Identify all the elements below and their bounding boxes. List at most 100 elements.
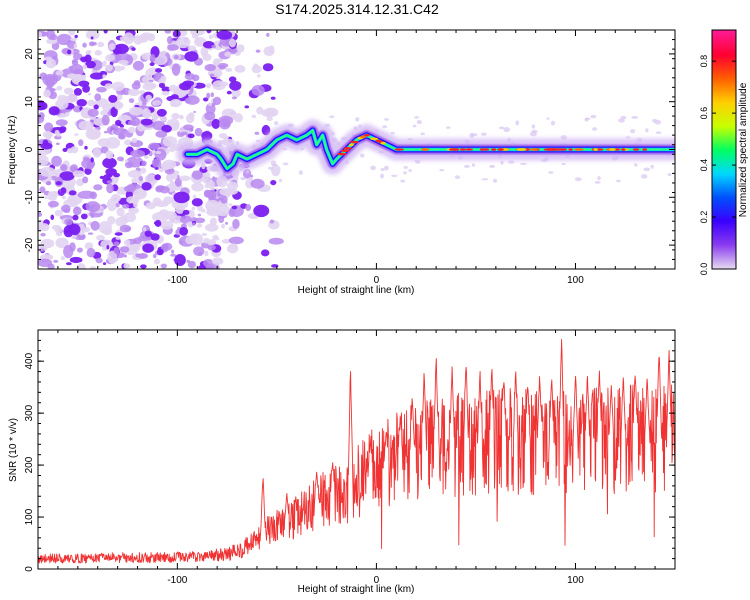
ridge-hotspot <box>568 148 573 151</box>
noise-speckle <box>256 106 264 115</box>
noise-speckle <box>123 254 127 258</box>
noise-speckle <box>89 266 97 269</box>
noise-speckle <box>187 45 197 51</box>
noise-speckle <box>68 30 76 36</box>
ridge-hotspot <box>394 148 405 151</box>
chart-title: S174.2025.314.12.31.C42 <box>275 1 439 17</box>
colorbar-step <box>712 35 736 39</box>
top-y-tick-label: 10 <box>24 96 35 108</box>
colorbar-step <box>712 129 736 133</box>
colorbar-step <box>712 251 736 254</box>
ridge-hotspot <box>497 148 503 151</box>
bottom-x-axis-label: Height of straight line (km) <box>298 584 415 595</box>
colorbar-step <box>712 229 736 232</box>
noise-speckle <box>38 212 43 217</box>
noise-speckle <box>47 176 53 182</box>
noise-speckle <box>39 101 46 111</box>
colorbar-step <box>712 53 736 57</box>
noise-speckle <box>89 191 97 200</box>
noise-speckle <box>251 84 265 96</box>
colorbar-step <box>712 243 736 246</box>
noise-speckle <box>92 147 102 158</box>
noise-speckle <box>64 230 71 234</box>
noise-speckle <box>87 232 94 235</box>
halo-speckle <box>278 178 283 183</box>
noise-speckle <box>115 94 123 101</box>
noise-speckle <box>54 226 63 233</box>
halo-speckle <box>408 168 412 173</box>
halo-speckle <box>416 119 422 125</box>
noise-speckle <box>228 76 237 83</box>
noise-speckle <box>229 80 242 91</box>
halo-speckle <box>370 165 376 171</box>
noise-speckle <box>115 202 120 208</box>
halo-speckle <box>634 163 638 167</box>
halo-speckle <box>489 164 496 169</box>
halo-speckle <box>380 173 385 179</box>
noise-speckle <box>139 90 146 95</box>
noise-speckle <box>76 247 83 253</box>
top-y-tick-label: 0 <box>24 146 35 152</box>
noise-speckle <box>212 60 220 65</box>
noise-speckle <box>123 212 137 223</box>
colorbar-step <box>712 253 736 256</box>
noise-speckle <box>219 188 233 196</box>
halo-speckle <box>403 166 408 170</box>
colorbar-step <box>712 43 736 47</box>
top-y-ticks: -20 -10 0 10 20 <box>24 29 675 270</box>
noise-speckle <box>51 155 62 167</box>
noise-speckle <box>38 258 53 268</box>
colorbar-step <box>712 235 736 238</box>
halo-speckle <box>400 179 406 183</box>
top-x-axis-label: Height of straight line (km) <box>298 285 415 296</box>
halo-speckle <box>529 131 537 137</box>
halo-speckle <box>463 164 470 168</box>
noise-speckle <box>84 145 88 150</box>
noise-speckle <box>206 30 212 34</box>
noise-speckle <box>202 97 209 102</box>
noise-speckle <box>124 161 133 169</box>
colorbar-step <box>712 209 736 212</box>
colorbar-tick-label: 0.6 <box>699 107 709 120</box>
noise-speckle <box>137 252 149 259</box>
colorbar-step <box>712 217 736 220</box>
colorbar-step <box>712 113 736 117</box>
colorbar-step <box>712 197 736 200</box>
colorbar-step <box>712 261 736 264</box>
halo-speckle <box>625 136 631 139</box>
colorbar-step <box>712 123 736 127</box>
noise-speckle <box>270 96 276 100</box>
noise-speckle <box>82 64 88 70</box>
noise-speckle <box>128 98 135 104</box>
snr-plot-area <box>38 339 675 564</box>
bottom-y-tick-label: 300 <box>24 404 35 421</box>
noise-speckle <box>72 206 82 216</box>
noise-speckle <box>93 104 99 110</box>
ridge-hotspot <box>479 148 485 151</box>
noise-speckle <box>175 205 185 214</box>
noise-speckle <box>100 239 113 250</box>
noise-speckle <box>156 248 164 256</box>
colorbar-step <box>712 263 736 266</box>
ridge-hotspot <box>449 148 457 151</box>
noise-speckle <box>203 178 213 185</box>
halo-speckle <box>493 178 498 183</box>
noise-speckle <box>269 219 275 224</box>
noise-speckle <box>67 49 72 55</box>
noise-speckle <box>141 160 147 167</box>
ridge-hotspot <box>343 146 352 150</box>
colorbar-step <box>712 171 736 174</box>
noise-speckle <box>173 191 190 204</box>
noise-speckle <box>212 176 216 180</box>
colorbar-step <box>712 73 736 77</box>
noise-speckle <box>161 90 170 96</box>
noise-speckle <box>131 82 141 90</box>
noise-speckle <box>184 72 196 80</box>
halo-speckle <box>631 116 639 119</box>
noise-speckle <box>128 106 144 116</box>
top-x-ticks: -100 0 100 <box>37 30 676 286</box>
noise-speckle <box>38 31 43 38</box>
halo-speckle <box>560 135 568 140</box>
noise-speckle <box>99 175 106 180</box>
noise-speckle <box>221 223 226 229</box>
